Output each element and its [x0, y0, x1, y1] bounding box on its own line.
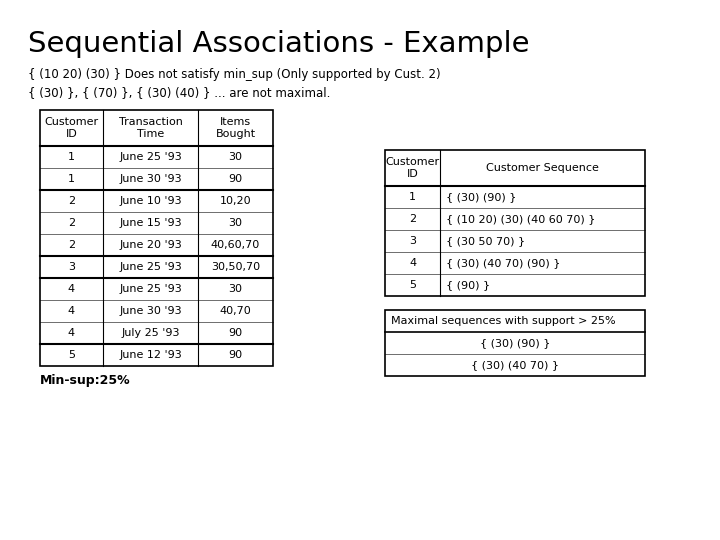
Text: 30,50,70: 30,50,70 — [211, 262, 260, 272]
Text: 4: 4 — [409, 258, 416, 268]
Text: { (30) (90) }: { (30) (90) } — [480, 338, 550, 348]
Text: Customer
ID: Customer ID — [45, 117, 99, 139]
Text: { (30) (90) }: { (30) (90) } — [446, 192, 516, 202]
Text: 4: 4 — [68, 328, 75, 338]
Text: June 25 '93: June 25 '93 — [119, 262, 182, 272]
Bar — [40, 110, 273, 366]
Text: 2: 2 — [68, 240, 75, 250]
Text: { (30) (40 70) (90) }: { (30) (40 70) (90) } — [446, 258, 560, 268]
Text: Transaction
Time: Transaction Time — [119, 117, 182, 139]
Text: Sequential Associations - Example: Sequential Associations - Example — [28, 30, 529, 58]
Text: Items
Bought: Items Bought — [215, 117, 256, 139]
Text: { (30) }, { (70) }, { (30) (40) } ... are not maximal.: { (30) }, { (70) }, { (30) (40) } ... ar… — [28, 86, 330, 99]
Text: 1: 1 — [68, 152, 75, 162]
Text: 90: 90 — [228, 350, 243, 360]
Text: June 10 '93: June 10 '93 — [120, 196, 182, 206]
Bar — [385, 310, 645, 376]
Text: 4: 4 — [68, 284, 75, 294]
Text: { (10 20) (30) (40 60 70) }: { (10 20) (30) (40 60 70) } — [446, 214, 595, 224]
Text: { (30) (40 70) }: { (30) (40 70) } — [471, 360, 559, 370]
Text: 5: 5 — [409, 280, 416, 290]
Text: June 30 '93: June 30 '93 — [120, 174, 182, 184]
Text: 30: 30 — [228, 218, 243, 228]
Text: 90: 90 — [228, 174, 243, 184]
Text: 5: 5 — [68, 350, 75, 360]
Text: June 30 '93: June 30 '93 — [120, 306, 182, 316]
Text: 10,20: 10,20 — [220, 196, 251, 206]
Text: 2: 2 — [409, 214, 416, 224]
Text: June 15 '93: June 15 '93 — [120, 218, 182, 228]
Text: 2: 2 — [68, 196, 75, 206]
Text: 30: 30 — [228, 284, 243, 294]
Text: { (10 20) (30) } Does not satisfy min_sup (Only supported by Cust. 2): { (10 20) (30) } Does not satisfy min_su… — [28, 68, 441, 81]
Text: June 25 '93: June 25 '93 — [119, 152, 182, 162]
Text: 2: 2 — [68, 218, 75, 228]
Bar — [385, 150, 645, 296]
Text: { (90) }: { (90) } — [446, 280, 490, 290]
Text: 40,60,70: 40,60,70 — [211, 240, 260, 250]
Text: 40,70: 40,70 — [220, 306, 251, 316]
Text: 3: 3 — [409, 236, 416, 246]
Text: Maximal sequences with support > 25%: Maximal sequences with support > 25% — [391, 316, 616, 326]
Text: 30: 30 — [228, 152, 243, 162]
Text: July 25 '93: July 25 '93 — [121, 328, 180, 338]
Text: Customer
ID: Customer ID — [385, 157, 440, 179]
Text: June 20 '93: June 20 '93 — [119, 240, 182, 250]
Text: 1: 1 — [409, 192, 416, 202]
Text: 1: 1 — [68, 174, 75, 184]
Text: Min-sup:25%: Min-sup:25% — [40, 374, 130, 387]
Text: 4: 4 — [68, 306, 75, 316]
Text: Customer Sequence: Customer Sequence — [486, 163, 599, 173]
Text: June 25 '93: June 25 '93 — [119, 284, 182, 294]
Text: 3: 3 — [68, 262, 75, 272]
Text: June 12 '93: June 12 '93 — [119, 350, 182, 360]
Text: { (30 50 70) }: { (30 50 70) } — [446, 236, 525, 246]
Text: 90: 90 — [228, 328, 243, 338]
